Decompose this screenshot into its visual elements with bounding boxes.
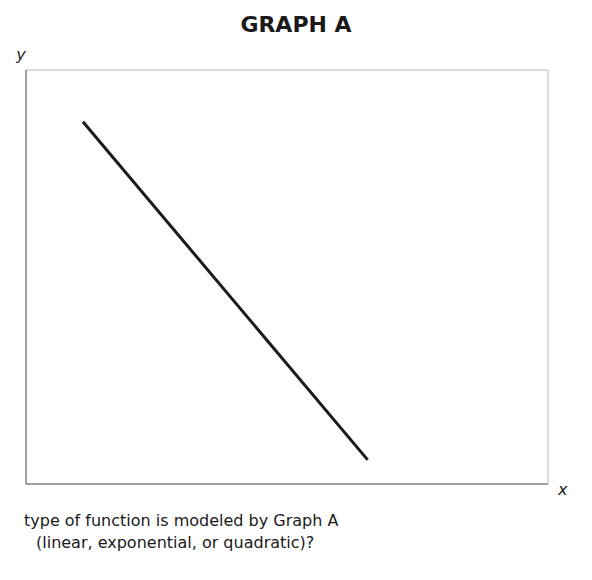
svg-text:x: x <box>557 480 568 499</box>
svg-text:y: y <box>15 45 26 64</box>
html-text:(linear, exponential, or quadr: (linear, exponential, or quadratic)? <box>36 533 315 552</box>
html-text:GRAPH A: GRAPH A <box>240 12 352 37</box>
html-text:type of function is modeled by: type of function is modeled by Graph A <box>24 511 339 530</box>
